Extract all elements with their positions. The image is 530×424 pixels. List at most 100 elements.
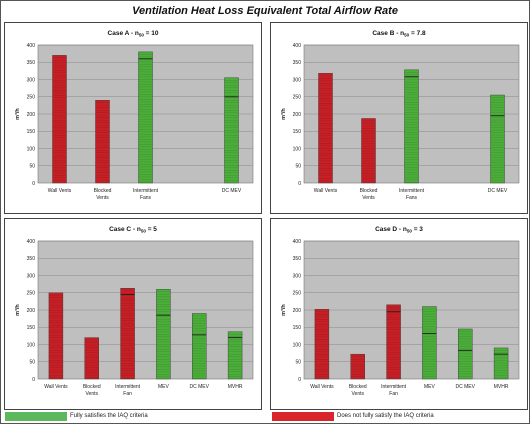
bar-group — [224, 77, 239, 184]
legend-swatch-pass — [5, 412, 67, 421]
chart-panel-case-b: Case B - n50 = 7.8 0 50 100 150 200 250 300 350 4… — [270, 22, 528, 214]
bar — [318, 73, 333, 184]
x-tick-label: Vents — [96, 195, 109, 201]
bar-group — [404, 69, 419, 184]
x-tick-label: Wall Vents — [314, 188, 338, 194]
x-tick-label: Fan — [123, 391, 132, 397]
bar — [422, 306, 437, 380]
y-tick-label: 350 — [293, 256, 302, 262]
bar — [490, 94, 505, 184]
chart-title-main: Case C - n — [109, 226, 141, 233]
bar-group — [361, 118, 376, 184]
x-tick-label: Vents — [362, 195, 375, 201]
y-tick-label: 50 — [29, 360, 35, 366]
y-tick-label: 350 — [27, 60, 36, 66]
y-tick-label: 350 — [27, 256, 36, 262]
chart-case-d: Case D - n50 = 3050100150200250300350400… — [280, 226, 520, 397]
chart-title-subscript: 50 — [139, 33, 145, 38]
y-tick-label: 150 — [27, 129, 36, 135]
bar-group — [138, 51, 153, 184]
x-tick-label: DC MEV — [488, 188, 508, 194]
y-tick-label: 50 — [295, 360, 301, 366]
y-tick-label: 250 — [293, 291, 302, 297]
y-axis-label: m³/h — [280, 108, 287, 120]
y-tick-label: 100 — [293, 146, 302, 152]
x-tick-label: MVHR — [228, 384, 243, 390]
bar — [84, 337, 99, 380]
bar-group — [490, 94, 505, 184]
x-tick-label: Wall Vents — [44, 384, 68, 390]
legend-swatch-fail — [272, 412, 334, 421]
chart-panel-case-c: Case C - n50 = 5 0 50 100 150 200 250 300 350 400… — [4, 218, 262, 410]
x-tick-label: DC MEV — [190, 384, 210, 390]
y-tick-label: 0 — [32, 377, 35, 383]
y-tick-label: 400 — [293, 239, 302, 245]
y-tick-label: 0 — [298, 377, 301, 383]
bar — [192, 313, 207, 380]
y-tick-label: 300 — [27, 273, 36, 279]
y-axis-label: m³/h — [14, 304, 21, 316]
bar-group — [192, 313, 207, 380]
y-tick-label: 100 — [27, 342, 36, 348]
bar-group — [95, 99, 110, 184]
x-tick-label: Fan — [389, 391, 398, 397]
bar — [404, 69, 419, 184]
bar-group — [227, 331, 243, 380]
y-tick-label: 350 — [293, 60, 302, 66]
y-tick-label: 150 — [293, 129, 302, 135]
chart-case-b: Case B - n50 = 7.80501001502002503003504… — [280, 30, 520, 201]
legend-label-pass: Fully satisfies the IAQ criteria — [70, 413, 148, 419]
y-tick-label: 400 — [27, 43, 36, 49]
y-tick-label: 150 — [293, 325, 302, 331]
chart-title-subscript: 50 — [404, 33, 410, 38]
bar-group — [120, 288, 135, 380]
y-tick-label: 50 — [29, 164, 35, 170]
x-tick-label: Blocked — [83, 384, 101, 390]
y-tick-label: 250 — [27, 95, 36, 101]
y-tick-label: 250 — [293, 95, 302, 101]
chart-title-tail: = 5 — [146, 226, 157, 233]
bar-group — [52, 55, 67, 184]
bar-group — [318, 73, 333, 184]
y-tick-label: 400 — [293, 43, 302, 49]
chart-title-main: Case B - n — [372, 30, 404, 37]
y-tick-label: 300 — [27, 77, 36, 83]
chart-panel-case-a: Case A - n50 = 10 0 50 100 150 200 250 300 350 40… — [4, 22, 262, 214]
chart-title: Case D - n50 = 3 — [375, 226, 423, 234]
x-tick-label: MEV — [158, 384, 170, 390]
y-tick-label: 200 — [293, 112, 302, 118]
x-tick-label: Intermittent — [381, 384, 407, 390]
bar — [48, 292, 64, 380]
y-tick-label: 300 — [293, 273, 302, 279]
y-tick-label: 50 — [295, 164, 301, 170]
x-tick-label: Wall Vents — [48, 188, 72, 194]
bar — [350, 353, 365, 380]
chart-case-c: Case C - n50 = 5050100150200250300350400… — [14, 226, 254, 397]
bar-group — [84, 337, 99, 380]
y-tick-label: 200 — [27, 308, 36, 314]
y-axis-label: m³/h — [14, 108, 21, 120]
bar — [386, 304, 401, 380]
y-tick-label: 250 — [27, 291, 36, 297]
chart-case-a: Case A - n50 = 1005010015020025030035040… — [14, 30, 254, 201]
bar-group — [48, 292, 64, 380]
y-tick-label: 150 — [27, 325, 36, 331]
bar — [227, 331, 243, 380]
y-tick-label: 200 — [27, 112, 36, 118]
x-tick-label: Intermittent — [133, 188, 159, 194]
bar-group — [458, 328, 473, 380]
y-tick-label: 300 — [293, 77, 302, 83]
bar — [156, 289, 171, 380]
x-tick-label: Vents — [351, 391, 364, 397]
x-tick-label: Intermittent — [115, 384, 141, 390]
chart-title: Case C - n50 = 5 — [109, 226, 157, 234]
bar — [52, 55, 67, 184]
bar — [493, 347, 509, 380]
bar — [224, 77, 239, 184]
x-tick-label: Vents — [85, 391, 98, 397]
x-tick-label: Fans — [406, 195, 418, 201]
x-tick-label: Intermittent — [399, 188, 425, 194]
bar — [314, 309, 330, 380]
bar-group — [156, 289, 171, 380]
chart-title-subscript: 50 — [407, 229, 413, 234]
